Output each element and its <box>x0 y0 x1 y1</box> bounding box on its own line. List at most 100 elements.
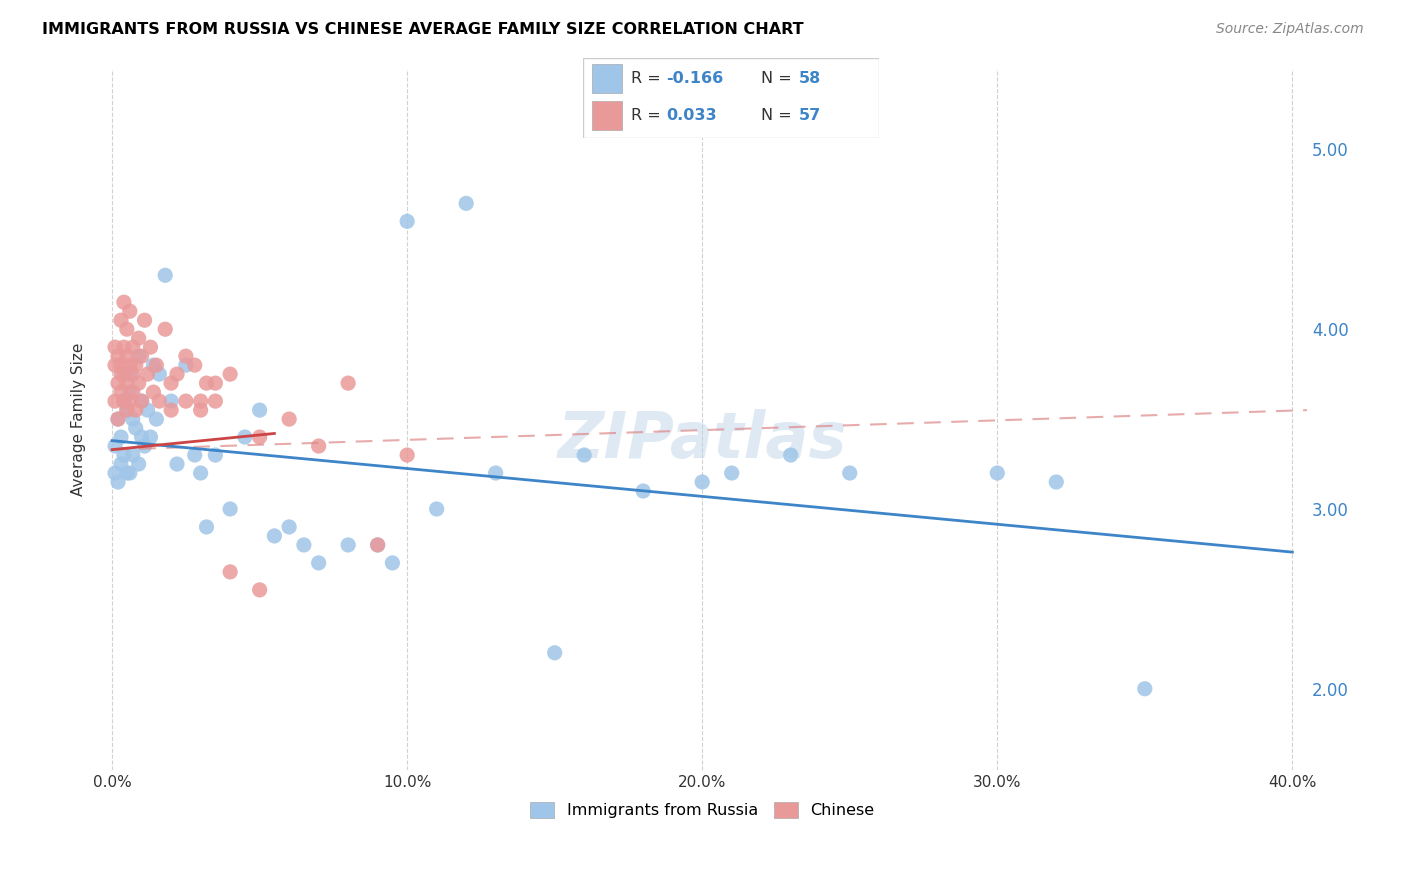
Point <box>112 448 135 462</box>
Point <box>396 448 419 462</box>
Text: N =: N = <box>761 108 797 123</box>
Point <box>110 385 132 400</box>
Point <box>190 394 212 409</box>
Point <box>160 376 183 391</box>
Point <box>337 538 360 552</box>
Point <box>308 556 330 570</box>
Point <box>190 466 212 480</box>
Point <box>174 349 197 363</box>
Point <box>115 322 138 336</box>
Point <box>115 349 138 363</box>
Point <box>112 295 135 310</box>
Point <box>131 394 153 409</box>
Point <box>183 448 205 462</box>
Point <box>104 466 127 480</box>
Point <box>104 394 127 409</box>
Point <box>249 582 271 597</box>
Point <box>104 340 127 354</box>
Point <box>118 466 141 480</box>
FancyBboxPatch shape <box>583 58 879 138</box>
Point <box>110 430 132 444</box>
Text: -0.166: -0.166 <box>666 70 724 86</box>
Point <box>128 457 150 471</box>
Bar <box>592 102 621 130</box>
Point <box>115 403 138 417</box>
Point <box>107 412 129 426</box>
Point <box>110 313 132 327</box>
Point <box>115 403 138 417</box>
Point <box>263 529 285 543</box>
Point <box>118 358 141 372</box>
Point <box>292 538 315 552</box>
Point <box>174 394 197 409</box>
Point <box>142 385 165 400</box>
Point <box>631 483 654 498</box>
Point <box>278 412 301 426</box>
Point <box>139 430 162 444</box>
Point <box>131 349 153 363</box>
Point <box>112 394 135 409</box>
Point <box>396 214 419 228</box>
Point <box>155 322 177 336</box>
Text: ZIPatlas: ZIPatlas <box>557 409 846 471</box>
Point <box>125 358 148 372</box>
Point <box>544 646 567 660</box>
Point <box>107 349 129 363</box>
Point <box>219 367 242 381</box>
Point <box>121 412 143 426</box>
Point <box>115 466 138 480</box>
Point <box>107 376 129 391</box>
Point <box>104 439 127 453</box>
Point <box>195 520 218 534</box>
Text: Source: ZipAtlas.com: Source: ZipAtlas.com <box>1216 22 1364 37</box>
Point <box>104 358 127 372</box>
Point <box>183 358 205 372</box>
Text: IMMIGRANTS FROM RUSSIA VS CHINESE AVERAGE FAMILY SIZE CORRELATION CHART: IMMIGRANTS FROM RUSSIA VS CHINESE AVERAG… <box>42 22 804 37</box>
Point <box>107 412 129 426</box>
Text: N =: N = <box>761 70 797 86</box>
Point <box>131 430 153 444</box>
Point <box>367 538 389 552</box>
Point <box>986 466 1008 480</box>
Text: R =: R = <box>631 70 665 86</box>
Point <box>148 394 170 409</box>
Point <box>136 367 159 381</box>
Point <box>121 340 143 354</box>
Point <box>160 403 183 417</box>
Point <box>125 403 148 417</box>
Point <box>136 403 159 417</box>
Point <box>121 448 143 462</box>
Point <box>166 367 188 381</box>
Point <box>1045 475 1067 489</box>
Point <box>115 376 138 391</box>
Point <box>308 439 330 453</box>
Point <box>110 358 132 372</box>
Point <box>131 394 153 409</box>
Point <box>142 358 165 372</box>
Point <box>337 376 360 391</box>
Point <box>134 313 156 327</box>
Point <box>574 448 596 462</box>
Point <box>190 403 212 417</box>
Point <box>125 421 148 435</box>
Text: 0.033: 0.033 <box>666 108 717 123</box>
Point <box>128 349 150 363</box>
Point <box>148 367 170 381</box>
Point <box>367 538 389 552</box>
Point <box>110 367 132 381</box>
Point <box>779 448 801 462</box>
Point <box>128 376 150 391</box>
Point <box>174 358 197 372</box>
Point <box>456 196 478 211</box>
Point <box>278 520 301 534</box>
Point <box>128 331 150 345</box>
Point <box>233 430 256 444</box>
Point <box>139 340 162 354</box>
Point <box>720 466 742 480</box>
Point <box>112 367 135 381</box>
Point <box>249 430 271 444</box>
Point <box>118 394 141 409</box>
Point <box>107 475 129 489</box>
Point <box>160 394 183 409</box>
Text: 58: 58 <box>799 70 821 86</box>
